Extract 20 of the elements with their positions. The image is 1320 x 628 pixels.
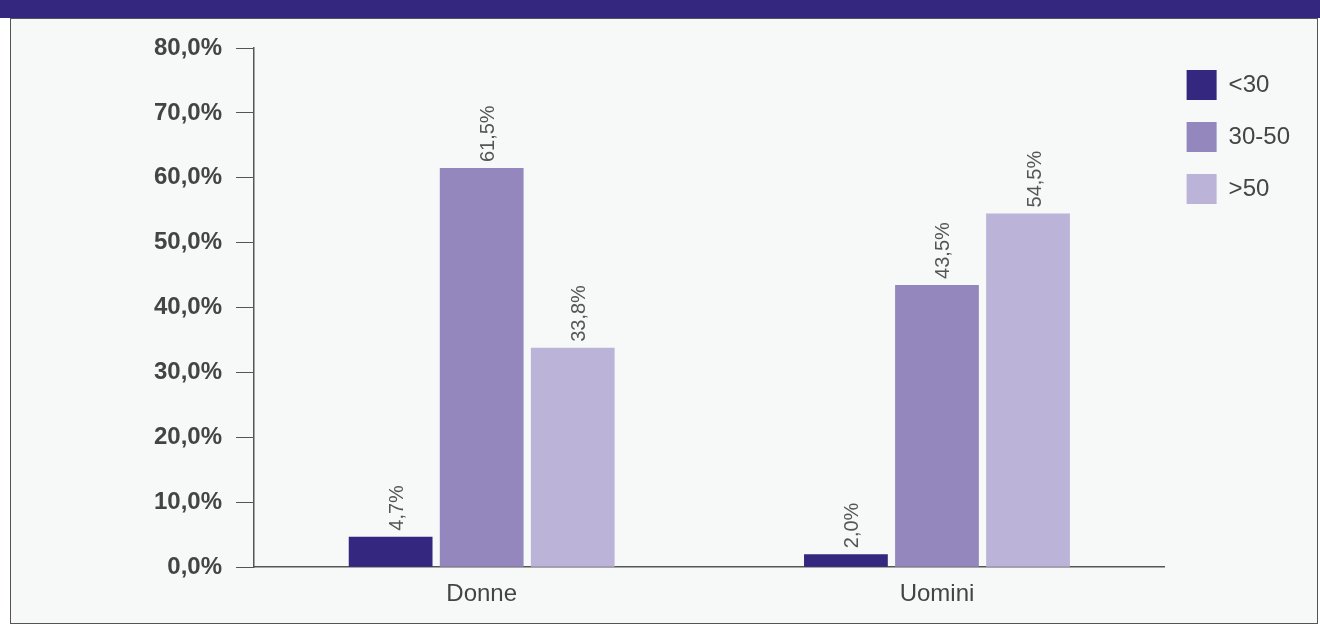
legend-label: 30-50 bbox=[1228, 121, 1291, 149]
y-tick-label: 60,0% bbox=[153, 162, 223, 190]
y-tick-label: 50,0% bbox=[153, 227, 223, 255]
y-tick-label: 40,0% bbox=[153, 292, 223, 320]
legend-label: <30 bbox=[1228, 69, 1270, 97]
y-tick-label: 0,0% bbox=[167, 551, 223, 579]
data-label: 54,5% bbox=[1022, 150, 1045, 208]
data-label: 2,0% bbox=[840, 502, 863, 549]
y-tick-label: 70,0% bbox=[153, 97, 223, 125]
y-tick-label: 20,0% bbox=[153, 422, 223, 450]
data-label: 43,5% bbox=[931, 221, 954, 279]
data-label: 33,8% bbox=[567, 284, 590, 342]
data-label: 4,7% bbox=[385, 484, 408, 531]
y-tick-label: 10,0% bbox=[153, 486, 223, 514]
y-tick-label: 30,0% bbox=[153, 357, 223, 385]
data-label: 61,5% bbox=[476, 105, 499, 163]
legend-label: >50 bbox=[1228, 173, 1270, 201]
x-tick-label: Donne bbox=[446, 579, 518, 607]
x-tick-label: Uomini bbox=[899, 579, 975, 607]
y-tick-label: 80,0% bbox=[153, 32, 223, 60]
